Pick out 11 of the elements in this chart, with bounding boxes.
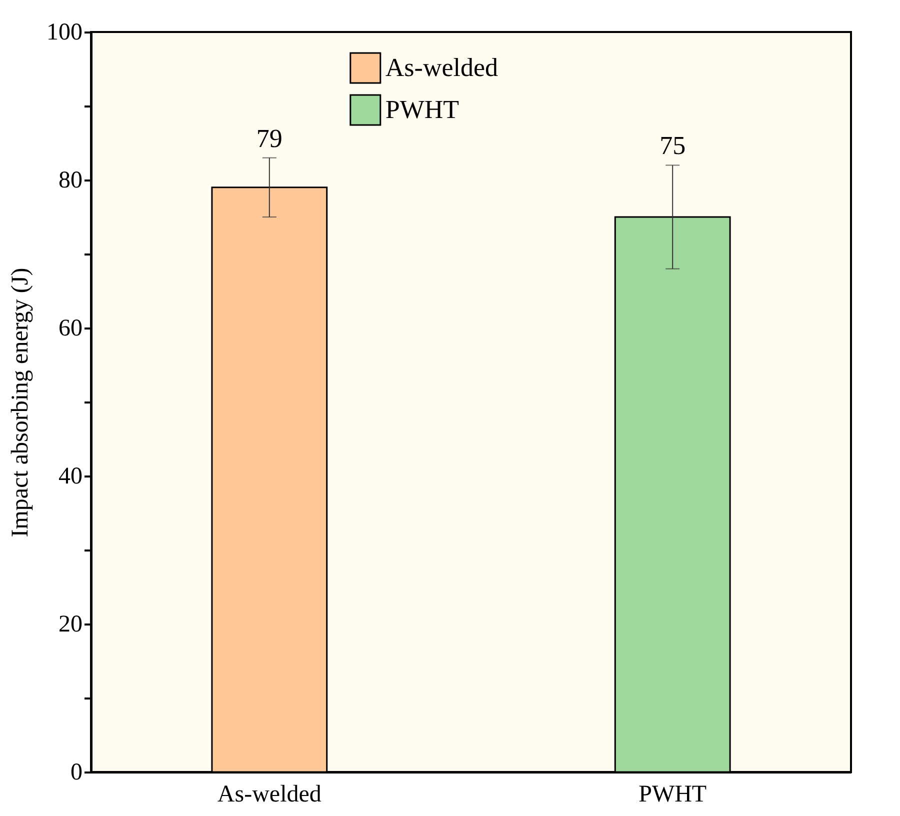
y-axis-title: Impact absorbing energy (J): [8, 268, 34, 538]
y-tick-label: 80: [58, 168, 82, 194]
y-tick-label: 60: [58, 316, 82, 342]
y-tick-label: 100: [46, 20, 82, 46]
y-tick-label: 20: [58, 612, 82, 638]
legend-label: PWHT: [385, 95, 460, 124]
y-tick-label: 40: [58, 464, 82, 490]
data-label: 79: [256, 124, 282, 153]
legend-label: As-welded: [385, 53, 498, 82]
y-tick-label: 0: [70, 760, 82, 786]
data-label: 75: [660, 131, 686, 160]
